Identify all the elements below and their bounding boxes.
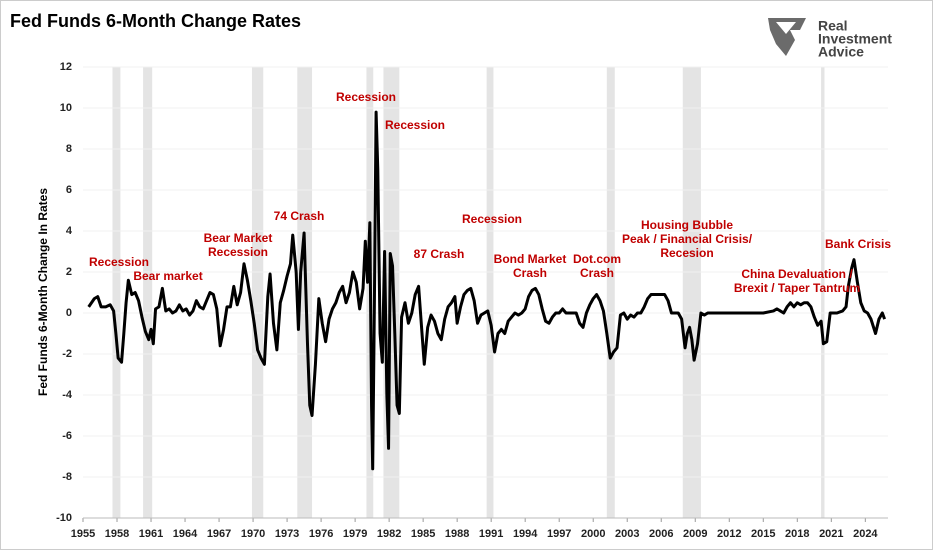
shaded-period: [606, 67, 615, 518]
annotation: 74 Crash: [274, 209, 325, 223]
y-tick-label: 8: [66, 143, 72, 155]
x-tick-label: 1991: [479, 528, 503, 540]
x-tick-label: 1985: [411, 528, 435, 540]
y-axis-label: Fed Funds 6-Month Change In Rates: [36, 188, 50, 396]
x-tick-label: 1970: [241, 528, 265, 540]
annotation: Recession: [385, 118, 445, 132]
y-tick-label: 4: [66, 225, 73, 237]
y-tick-label: -2: [62, 348, 72, 360]
annotation: Housing Bubble: [641, 218, 733, 232]
y-tick-label: 2: [66, 266, 72, 278]
annotation: Bond Market: [494, 252, 567, 266]
shaded-period: [112, 67, 121, 518]
annotation: Crash: [580, 266, 614, 280]
annotation: Recession: [89, 255, 149, 269]
x-tick-label: 2012: [717, 528, 741, 540]
annotation: Bear market: [133, 269, 202, 283]
y-tick-label: 0: [66, 307, 72, 319]
shaded-period: [251, 67, 264, 518]
chart-title: Fed Funds 6-Month Change Rates: [10, 11, 301, 31]
x-tick-label: 1973: [275, 528, 299, 540]
x-tick-label: 2009: [683, 528, 707, 540]
logo-text: Advice: [818, 44, 864, 60]
x-tick-label: 2021: [819, 528, 843, 540]
annotation: Recesion: [660, 246, 713, 260]
x-tick-label: 1994: [513, 528, 538, 540]
annotation: Bank Crisis: [825, 237, 891, 251]
x-tick-label: 1979: [343, 528, 367, 540]
x-tick-label: 2003: [615, 528, 639, 540]
y-tick-label: 10: [60, 102, 72, 114]
annotation: 87 Crash: [414, 247, 465, 261]
x-tick-label: 1982: [377, 528, 401, 540]
logo-text: Investment: [818, 31, 892, 47]
y-tick-label: -8: [62, 471, 72, 483]
x-tick-label: 1961: [139, 528, 163, 540]
annotation: Brexit / Taper Tantrum: [734, 281, 860, 295]
annotation: Peak / Financial Crisis/: [622, 232, 753, 246]
x-tick-label: 1997: [547, 528, 571, 540]
x-tick-label: 1958: [105, 528, 129, 540]
annotation: China Devaluation /: [741, 267, 853, 281]
y-tick-label: 12: [60, 61, 72, 73]
x-tick-label: 2018: [785, 528, 809, 540]
x-tick-label: 1955: [71, 528, 95, 540]
logo-text: Real: [818, 18, 848, 34]
annotation: Dot.com: [573, 252, 621, 266]
annotation: Recession: [462, 212, 522, 226]
shaded-period: [143, 67, 153, 518]
data-line: [87, 110, 887, 471]
logo-icon: [768, 18, 806, 56]
x-tick-label: 1976: [309, 528, 333, 540]
y-tick-label: -4: [62, 389, 73, 401]
shaded-period: [486, 67, 494, 518]
shaded-period: [682, 67, 701, 518]
x-tick-label: 1964: [173, 528, 198, 540]
y-tick-label: 6: [66, 184, 72, 196]
x-tick-label: 2015: [751, 528, 775, 540]
x-tick-label: 1988: [445, 528, 469, 540]
x-tick-label: 2000: [581, 528, 605, 540]
annotation: Crash: [513, 266, 547, 280]
shaded-period: [821, 67, 825, 518]
x-tick-label: 1967: [207, 528, 231, 540]
x-tick-label: 2024: [853, 528, 878, 540]
annotation: Bear Market: [204, 231, 273, 245]
annotation: Recession: [336, 90, 396, 104]
x-tick-label: 2006: [649, 528, 673, 540]
y-tick-label: -6: [62, 430, 72, 442]
annotation: Recession: [208, 245, 268, 259]
y-tick-label: -10: [56, 512, 72, 524]
